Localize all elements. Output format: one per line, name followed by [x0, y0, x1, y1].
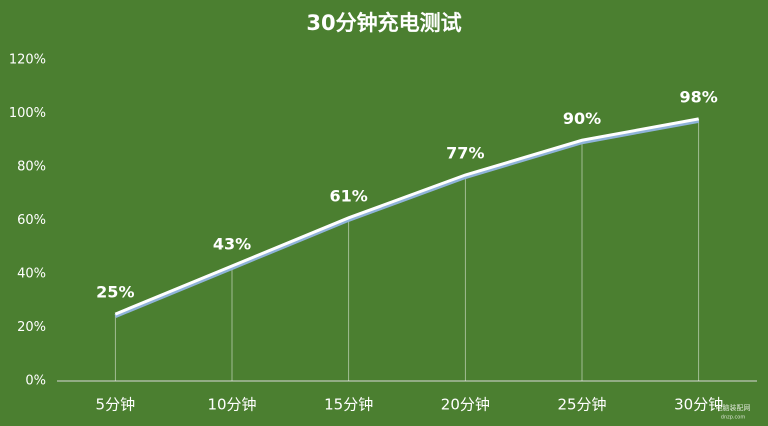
x-tick-label: 20分钟 [441, 396, 490, 414]
x-tick-label: 25分钟 [557, 396, 606, 414]
line-shadow [114, 118, 700, 318]
x-tick-label: 30分钟 [674, 396, 723, 414]
chart-title: 30分钟充电测试 [306, 11, 461, 35]
line [114, 117, 699, 316]
y-tick-label: 0% [25, 374, 46, 389]
y-tick-label: 20% [17, 320, 46, 335]
y-tick-label: 120% [9, 53, 46, 68]
x-tick-label: 10分钟 [207, 396, 256, 414]
y-tick-label: 100% [9, 106, 46, 121]
watermark: 电脑装配网 [716, 403, 751, 412]
data-label: 43% [213, 234, 251, 253]
y-tick-label: 40% [17, 267, 46, 282]
x-tick-label: 15分钟 [324, 396, 373, 414]
data-label: 90% [563, 109, 601, 128]
data-label: 25% [96, 283, 134, 302]
y-tick-label: 60% [17, 213, 46, 228]
watermark: dnzp.com [721, 415, 746, 421]
data-label: 98% [680, 87, 718, 106]
data-label: 77% [446, 144, 484, 163]
data-label: 61% [330, 186, 368, 205]
x-tick-label: 5分钟 [96, 396, 136, 414]
y-tick-label: 80% [17, 160, 46, 175]
